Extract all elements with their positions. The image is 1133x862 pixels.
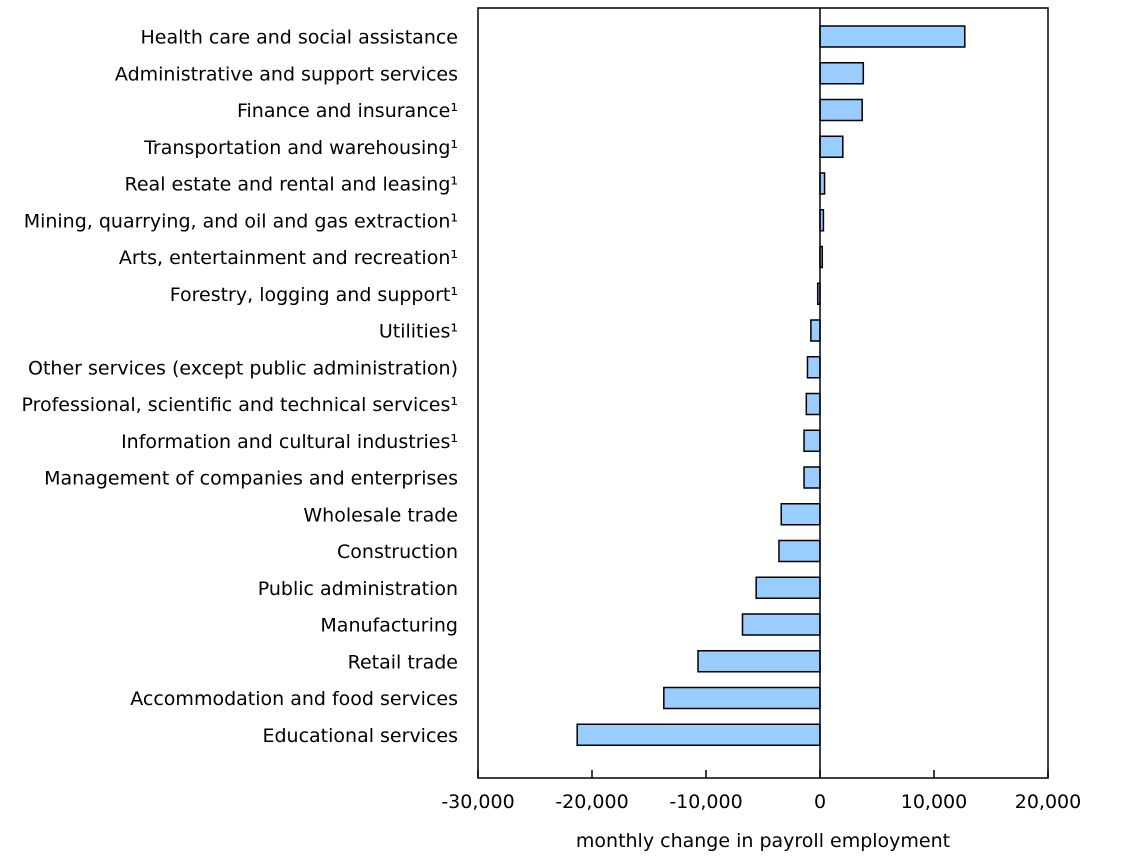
x-tick-label: 20,000: [1015, 791, 1081, 813]
category-label: Wholesale trade: [303, 504, 458, 526]
bar: [805, 392, 821, 416]
x-tick-label: -10,000: [669, 791, 742, 813]
bar: [697, 650, 821, 673]
category-label: Administrative and support services: [115, 63, 458, 85]
category-label: Retail trade: [348, 651, 458, 673]
category-label: Construction: [337, 541, 458, 563]
bar: [810, 319, 821, 342]
category-label: Real estate and rental and leasing¹: [125, 174, 458, 196]
category-label: Mining, quarrying, and oil and gas extra…: [24, 210, 458, 232]
x-axis-ticks: -30,000 -20,000 -10,000 0 10,000 20,000: [441, 770, 1081, 813]
category-label: Manufacturing: [320, 615, 458, 637]
category-label: Management of companies and enterprises: [44, 468, 458, 490]
category-label: Health care and social assistance: [140, 27, 458, 49]
bar: [780, 503, 821, 526]
category-label: Transportation and warehousing¹: [143, 137, 458, 159]
category-labels: Health care and social assistance Adminis…: [21, 27, 458, 747]
bar: [741, 613, 821, 636]
category-label: Educational services: [262, 725, 458, 747]
x-axis-title: monthly change in payroll employment: [576, 830, 950, 852]
bar: [806, 356, 821, 379]
bar: [819, 62, 865, 85]
bar: [819, 98, 863, 122]
x-tick-label: -20,000: [555, 791, 628, 813]
x-tick-label: -30,000: [441, 791, 514, 813]
category-label: Utilities¹: [379, 321, 458, 343]
category-label: Accommodation and food services: [130, 688, 458, 710]
bar: [819, 135, 844, 158]
category-label: Other services (except public administra…: [28, 357, 458, 379]
category-label: Forestry, logging and support¹: [170, 284, 458, 306]
x-tick-label: 10,000: [901, 791, 967, 813]
bar: [803, 466, 821, 489]
bar: [576, 723, 821, 746]
category-label: Professional, scientific and technical s…: [21, 394, 458, 416]
bar: [755, 576, 821, 599]
category-label: Finance and insurance¹: [237, 100, 458, 122]
bars-layer: [576, 25, 966, 746]
bar: [663, 686, 821, 710]
category-label: Arts, entertainment and recreation¹: [119, 247, 458, 269]
bar: [803, 429, 821, 452]
category-label: Information and cultural industries¹: [121, 431, 458, 453]
plot-frame: [477, 7, 1049, 779]
bar: [778, 539, 821, 563]
bar: [819, 25, 966, 48]
x-tick-label: 0: [814, 791, 826, 813]
category-label: Public administration: [258, 578, 458, 600]
